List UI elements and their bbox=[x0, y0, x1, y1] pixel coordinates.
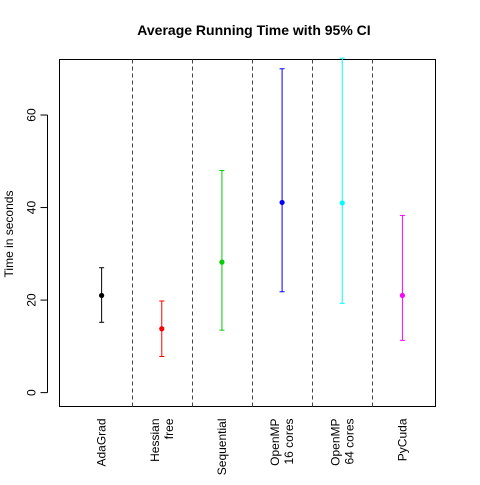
plot-frame bbox=[59, 59, 436, 407]
category-label: free bbox=[162, 418, 176, 439]
y-axis-label: Time in seconds bbox=[2, 191, 16, 278]
mean-point bbox=[399, 292, 406, 299]
y-tick-label: 60 bbox=[25, 108, 39, 122]
y-tick-label: 20 bbox=[25, 293, 39, 307]
category-label: PyCuda bbox=[395, 418, 409, 461]
mean-point bbox=[159, 326, 165, 332]
category-label: OpenMP bbox=[328, 419, 342, 466]
mean-point bbox=[99, 292, 105, 299]
chart-title: Average Running Time with 95% CI bbox=[137, 22, 370, 38]
category-label: AdaGrad bbox=[95, 419, 109, 467]
mean-point bbox=[279, 199, 285, 206]
plot-area: 0 20 40 60 AdaGrad Hessian free Sequential OpenM… bbox=[25, 57, 409, 476]
category-label: 16 cores bbox=[282, 419, 296, 465]
category-label: Hessian bbox=[148, 419, 162, 462]
mean-point bbox=[219, 259, 225, 265]
y-tick-label: 40 bbox=[25, 201, 39, 215]
category-label: Sequential bbox=[215, 419, 229, 476]
y-tick-label: 0 bbox=[25, 389, 39, 396]
mean-point bbox=[339, 200, 345, 206]
category-label: 64 cores bbox=[342, 419, 356, 465]
category-label: OpenMP bbox=[268, 419, 282, 466]
